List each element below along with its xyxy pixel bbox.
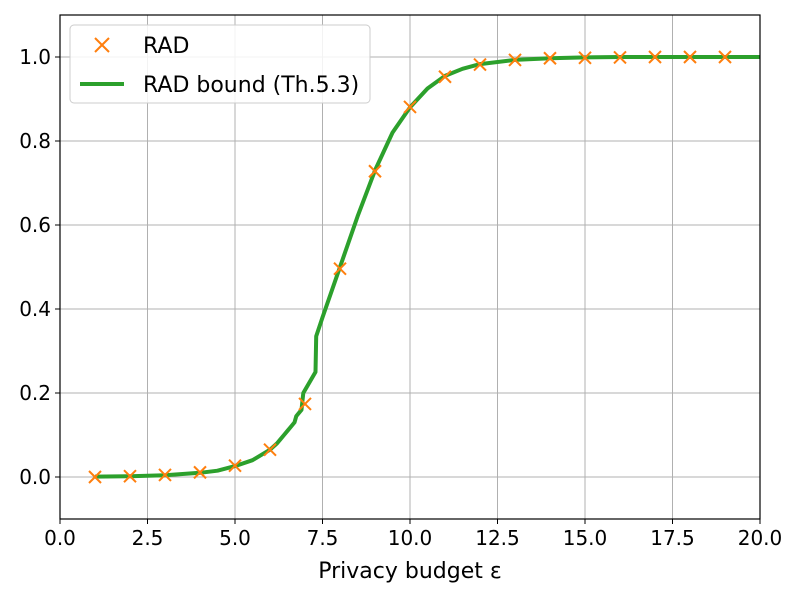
scatter-point-rad (368, 164, 382, 178)
scatter-point-rad (543, 51, 557, 65)
scatter-point-rad (438, 70, 452, 84)
scatter-point-rad (508, 53, 522, 67)
x-tick-label: 12.5 (475, 526, 520, 550)
scatter-point-rad (403, 100, 417, 114)
scatter-point-rad (333, 261, 347, 276)
y-tick-label: 0.4 (19, 297, 51, 321)
x-tick-label: 17.5 (650, 526, 695, 550)
y-tick-label: 0.6 (19, 213, 51, 237)
scatter-point-rad (473, 57, 487, 72)
x-tick-label: 2.5 (132, 526, 164, 550)
scatter-point-rad (578, 51, 592, 65)
series-line-rad-bound (94, 55, 760, 479)
x-tick-label: 15.0 (563, 526, 608, 550)
scatter-point-rad (193, 465, 207, 480)
scatter-point-rad (228, 458, 242, 473)
scatter-point-rad (123, 469, 137, 483)
ticks: 0.0 2.5 5.0 7.5 10.0 12.5 15.0 17.5 20.0 0.0 0.2 0.… (19, 45, 782, 550)
scatter-point-rad (298, 397, 312, 411)
x-tick-label: 20.0 (738, 526, 783, 550)
y-tick-label: 0.0 (19, 465, 51, 489)
legend-box (69, 24, 371, 104)
x-tick-label: 5.0 (219, 526, 251, 550)
scatter-point-rad (263, 442, 277, 457)
legend-label-rad: RAD (143, 34, 189, 59)
scatter-point-rad (718, 50, 732, 64)
grid (59, 15, 761, 519)
y-tick-label: 0.2 (19, 381, 51, 405)
x-tick-label: 10.0 (388, 526, 433, 550)
legend-marker-rad (94, 37, 110, 53)
scatter-point-rad (648, 50, 662, 64)
legend-label-rad-bound: RAD bound (Th.5.3) (143, 73, 359, 98)
x-axis-label: Privacy budget ε (318, 559, 502, 584)
series-layer (88, 50, 760, 484)
scatter-point-rad (158, 468, 172, 482)
scatter-point-rad (613, 50, 627, 65)
scatter-point-rad (88, 470, 102, 484)
x-tick-label: 7.5 (307, 526, 339, 550)
x-tick-label: 0.0 (44, 526, 76, 550)
legend: RAD RAD bound (Th.5.3) (69, 24, 371, 104)
scatter-point-rad (683, 50, 697, 64)
y-tick-label: 1.0 (19, 45, 51, 69)
y-tick-label: 0.8 (19, 129, 51, 153)
